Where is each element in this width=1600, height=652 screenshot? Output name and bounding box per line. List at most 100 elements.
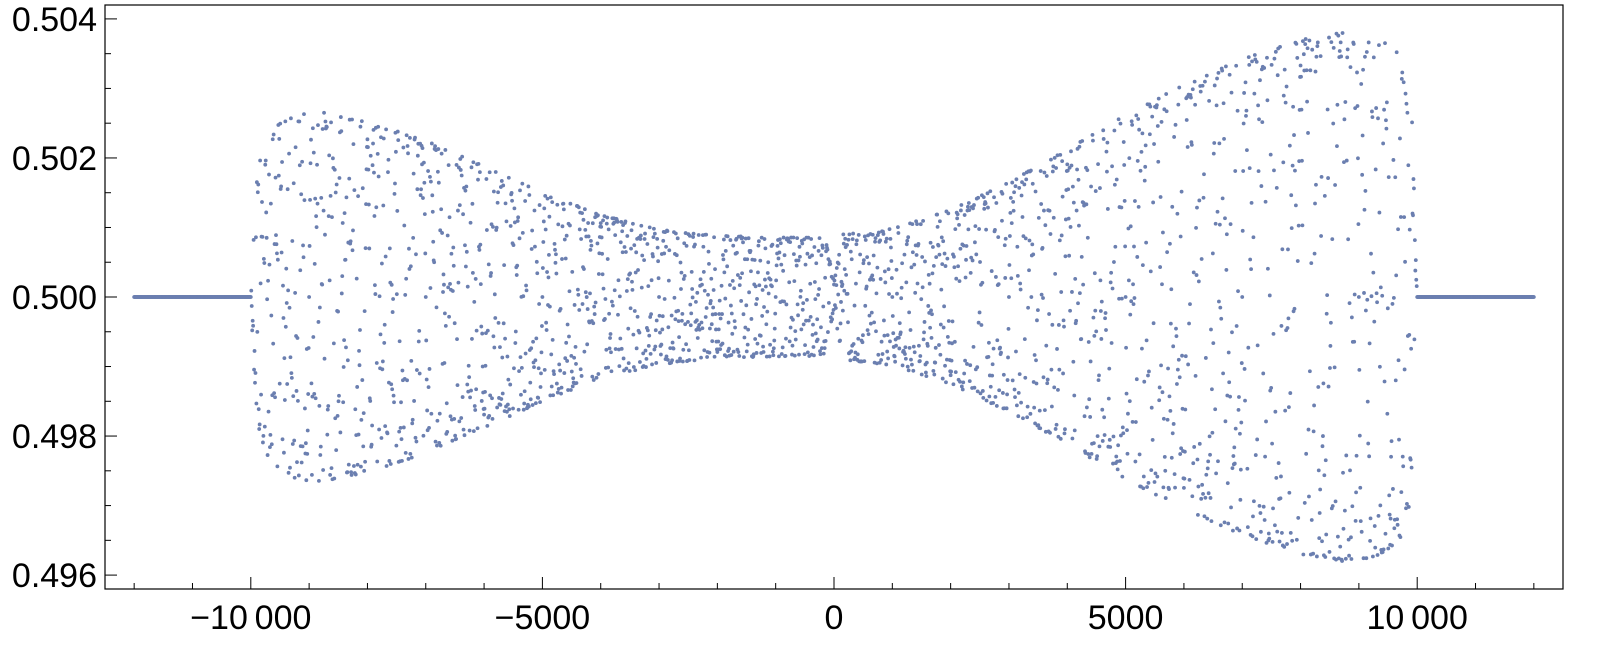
- data-point: [722, 270, 727, 275]
- data-point: [1116, 117, 1121, 122]
- data-point: [267, 262, 272, 267]
- data-point: [664, 354, 669, 359]
- data-point: [1269, 385, 1274, 390]
- data-point: [1201, 195, 1206, 200]
- data-point: [1192, 79, 1197, 84]
- data-point: [980, 389, 985, 393]
- data-point: [1213, 221, 1218, 226]
- data-point: [314, 225, 319, 230]
- data-point: [1134, 377, 1139, 382]
- data-point: [978, 260, 982, 264]
- data-point: [1322, 473, 1327, 478]
- data-point: [1266, 266, 1270, 271]
- data-point: [323, 232, 327, 237]
- data-point: [285, 382, 290, 386]
- data-point: [567, 334, 571, 339]
- data-point: [1193, 102, 1198, 107]
- data-point: [466, 363, 471, 368]
- data-point: [406, 151, 410, 156]
- data-point: [1121, 140, 1126, 144]
- data-point: [953, 370, 958, 375]
- data-point: [547, 214, 552, 219]
- data-point: [882, 333, 887, 338]
- data-point: [1170, 431, 1175, 436]
- data-point: [1317, 536, 1322, 541]
- data-point: [299, 460, 304, 465]
- data-point: [1004, 406, 1009, 411]
- data-point: [1033, 189, 1038, 194]
- data-point: [604, 221, 609, 226]
- data-point: [1014, 403, 1019, 408]
- data-point: [689, 269, 694, 274]
- data-point: [638, 360, 642, 364]
- data-point: [1167, 394, 1172, 399]
- data-point: [836, 261, 841, 266]
- data-point: [647, 333, 652, 338]
- data-point: [1120, 474, 1125, 479]
- data-point: [1156, 96, 1161, 101]
- data-point: [293, 145, 298, 150]
- data-point: [1348, 65, 1353, 69]
- data-point: [775, 243, 780, 248]
- data-point: [321, 468, 326, 472]
- data-point: [263, 162, 268, 167]
- data-point: [612, 220, 617, 225]
- data-point: [899, 285, 904, 290]
- data-point: [276, 173, 281, 178]
- data-point: [849, 349, 854, 354]
- data-point: [812, 245, 817, 249]
- data-point: [1347, 553, 1351, 558]
- data-point: [1412, 186, 1416, 191]
- data-point: [390, 387, 395, 392]
- data-point: [1186, 362, 1191, 367]
- data-point: [1102, 433, 1107, 437]
- data-point: [1101, 128, 1106, 133]
- data-point: [1098, 186, 1102, 190]
- data-point: [429, 141, 434, 146]
- data-point: [1138, 168, 1143, 173]
- data-point: [607, 346, 612, 351]
- data-point: [410, 417, 415, 422]
- data-point: [897, 346, 902, 351]
- data-point: [1193, 373, 1198, 378]
- data-point: [455, 337, 459, 341]
- data-point: [705, 355, 709, 359]
- data-point: [596, 213, 600, 218]
- data-point: [507, 414, 512, 418]
- data-point: [1012, 190, 1016, 195]
- data-point: [505, 402, 510, 407]
- data-point: [518, 188, 522, 193]
- data-point: [856, 233, 861, 237]
- data-point: [692, 358, 697, 363]
- data-point: [399, 400, 403, 405]
- data-point: [1036, 423, 1041, 428]
- data-point: [851, 342, 856, 346]
- data-point: [562, 371, 567, 375]
- data-point: [1394, 273, 1399, 278]
- data-point: [806, 318, 811, 323]
- data-point: [805, 251, 810, 256]
- data-point: [1389, 454, 1393, 459]
- data-point: [413, 135, 417, 140]
- data-point: [560, 257, 564, 261]
- data-point: [450, 438, 455, 443]
- data-point: [426, 169, 430, 173]
- data-point: [289, 116, 293, 121]
- data-point: [968, 271, 973, 275]
- data-point: [465, 382, 470, 387]
- data-point: [527, 193, 532, 197]
- data-point: [1051, 164, 1056, 169]
- data-point: [443, 148, 448, 152]
- data-point: [1325, 293, 1330, 298]
- data-point: [307, 295, 312, 299]
- data-point: [1262, 66, 1267, 70]
- data-point: [1060, 159, 1065, 164]
- data-point: [713, 312, 718, 316]
- data-point: [1197, 198, 1202, 203]
- data-point: [1060, 194, 1065, 199]
- data-point: [1300, 223, 1305, 228]
- data-point: [812, 280, 817, 284]
- data-point: [471, 429, 476, 434]
- data-point: [1149, 468, 1154, 473]
- data-point: [975, 389, 980, 394]
